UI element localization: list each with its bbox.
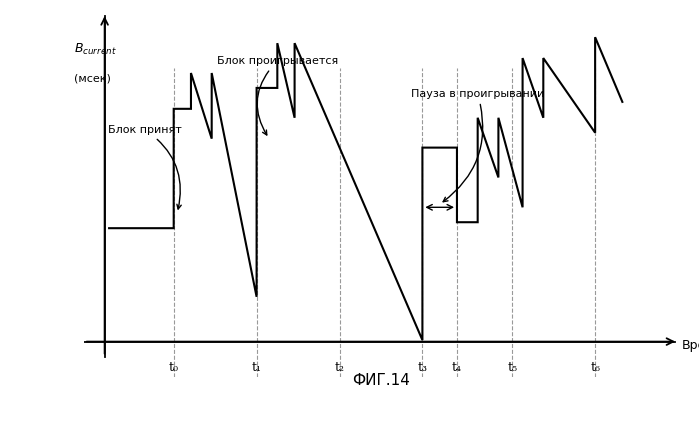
Text: t₆: t₆	[590, 361, 600, 374]
Text: $B_{current}$: $B_{current}$	[73, 42, 116, 57]
Text: Блок принят: Блок принят	[108, 125, 182, 209]
Text: t₄: t₄	[452, 361, 462, 374]
Text: t₃: t₃	[417, 361, 427, 374]
Text: Время: Время	[682, 339, 699, 352]
Text: t₅: t₅	[507, 361, 517, 374]
Text: t₂: t₂	[335, 361, 345, 374]
Text: t₁: t₁	[252, 361, 261, 374]
Text: Пауза в проигрывании: Пауза в проигрывании	[411, 89, 545, 202]
Text: Блок проигрывается: Блок проигрывается	[217, 56, 338, 135]
Text: (мсек): (мсек)	[73, 74, 110, 84]
Text: t₀: t₀	[168, 361, 179, 374]
Text: ФИГ.14: ФИГ.14	[352, 373, 410, 388]
